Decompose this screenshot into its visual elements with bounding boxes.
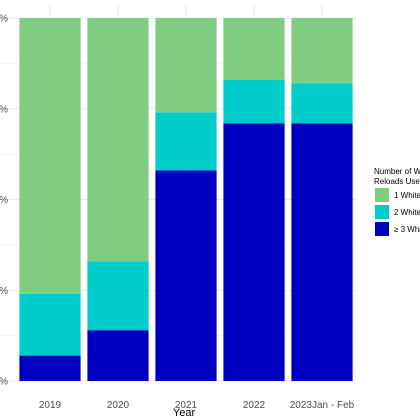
legend: Number of Whi Reloads Used 1 White 2 Whit… (374, 167, 420, 236)
bar-segment (19, 355, 81, 381)
bar-segment (19, 293, 81, 356)
legend-label: ≥ 3 Whit (394, 225, 420, 234)
x-tick-label: 2019 (39, 400, 62, 411)
y-tick-labels: %%%%% (0, 14, 8, 388)
legend-swatch (375, 205, 389, 219)
legend-title-line-2: Reloads Used (374, 177, 420, 186)
bar-segment (87, 330, 149, 381)
bar-segment (155, 170, 217, 381)
x-axis-title: Year (173, 407, 196, 419)
bar-segment (291, 83, 353, 124)
bar-segment (223, 79, 285, 124)
bar-layer (19, 18, 353, 382)
legend-swatch (375, 188, 389, 202)
bar-segment (223, 18, 285, 80)
bar-segment (223, 123, 285, 382)
bar-segment (19, 18, 81, 294)
bar-segment (87, 18, 149, 262)
legend-swatch (375, 222, 389, 236)
x-tick-label: 2023Jan - Feb (290, 400, 355, 411)
bar-segment (87, 261, 149, 331)
y-tick-label: % (0, 104, 8, 115)
y-tick-label: % (0, 377, 8, 388)
legend-items: 1 White 2 White ≥ 3 Whit (375, 188, 420, 236)
bar-segment (291, 18, 353, 84)
x-tick-label: 2022 (243, 400, 266, 411)
bar-segment (155, 112, 217, 171)
x-tick-label: 2020 (107, 400, 130, 411)
legend-title-line-1: Number of Whi (374, 167, 420, 176)
bar-segment (155, 18, 217, 113)
legend-label: 1 White (394, 191, 420, 200)
y-tick-label: % (0, 14, 8, 25)
y-tick-label: % (0, 195, 8, 206)
legend-label: 2 White (394, 208, 420, 217)
x-tick-labels: 2019 2020 2021 2022 2023Jan - Feb (39, 400, 355, 411)
x-tick-label: 2021 (175, 400, 198, 411)
bar-segment (291, 123, 353, 382)
y-tick-label: % (0, 286, 8, 297)
